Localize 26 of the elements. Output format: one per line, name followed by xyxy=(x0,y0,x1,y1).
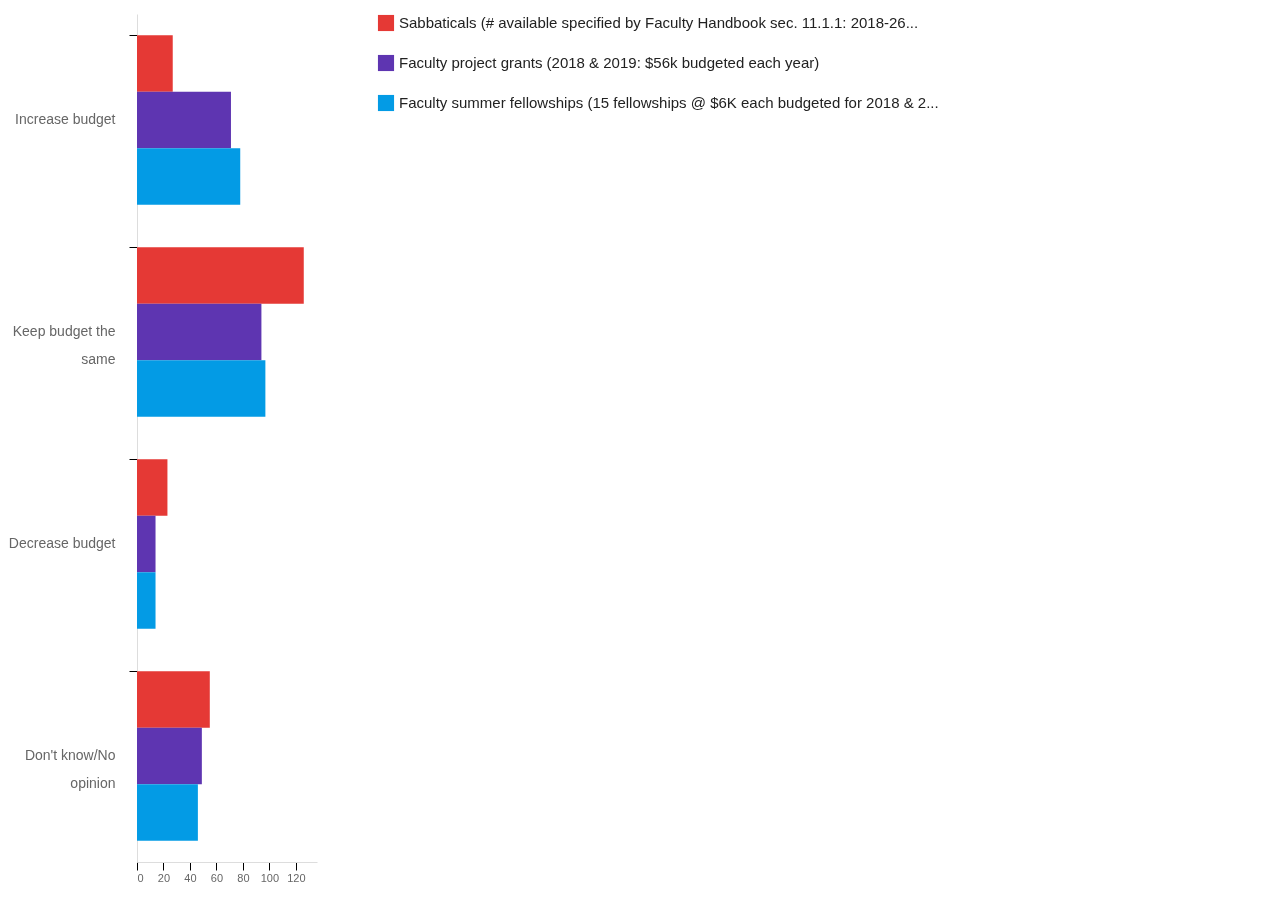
x-tick-label: 120 xyxy=(287,871,306,884)
x-tick-label: 100 xyxy=(260,871,280,884)
legend-label: Sabbaticals (# available specified by Faculty Handbook sec. 11.1.1: 2018-26... xyxy=(399,14,919,31)
bar xyxy=(137,784,198,841)
x-tick-label: 40 xyxy=(184,871,197,884)
bar xyxy=(137,91,231,149)
x-tick-label: 60 xyxy=(210,871,224,884)
legend-label: Faculty project grants (2018 & 2019: $56k budgeted each year) xyxy=(399,54,820,71)
bar xyxy=(137,35,173,92)
legend-label: Faculty summer fellowships (15 fellowships @ $6K each budgeted for 2018 & 2... xyxy=(399,94,939,111)
bar xyxy=(137,671,210,728)
y-tick-label: Keep budget the same xyxy=(12,323,116,367)
x-tick-label: 80 xyxy=(237,871,250,884)
y-tick-label: Decrease budget xyxy=(8,535,116,551)
y-tick-label: Increase budget xyxy=(15,111,116,127)
x-tick-label: 20 xyxy=(157,871,171,884)
bar xyxy=(137,303,262,361)
x-tick-label: 0 xyxy=(137,871,144,884)
bar xyxy=(137,515,156,573)
bar xyxy=(137,247,304,304)
y-tick-label: Don't know/No opinion xyxy=(24,747,116,791)
bar xyxy=(137,459,168,516)
bar xyxy=(137,360,266,417)
bar xyxy=(137,572,156,629)
bar xyxy=(137,148,241,205)
bar xyxy=(137,727,202,785)
